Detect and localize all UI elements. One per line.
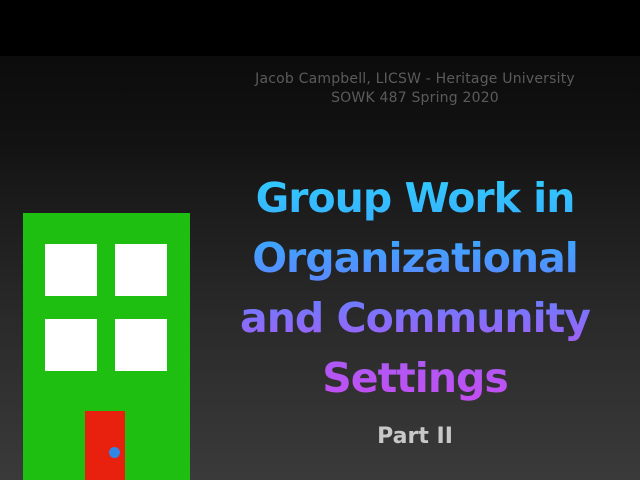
window-icon (45, 244, 97, 296)
window-icon (115, 319, 167, 371)
author-line: Jacob Campbell, LICSW - Heritage Univers… (255, 71, 575, 87)
slide-title: Group Work in Organizational and Communi… (220, 168, 610, 408)
window-icon (45, 319, 97, 371)
window-icon (115, 244, 167, 296)
door-icon (85, 411, 125, 480)
door-knob-icon (109, 447, 120, 458)
course-line: SOWK 487 Spring 2020 (331, 90, 499, 106)
slide-header: Jacob Campbell, LICSW - Heritage Univers… (230, 70, 600, 108)
title-line-4: Settings (322, 354, 508, 402)
title-line-1: Group Work in (255, 174, 575, 222)
title-line-2: Organizational (252, 234, 578, 282)
title-line-3: and Community (240, 294, 590, 342)
slide-subtitle: Part II (377, 424, 453, 449)
top-black-band (0, 0, 640, 56)
building-icon (23, 213, 190, 480)
